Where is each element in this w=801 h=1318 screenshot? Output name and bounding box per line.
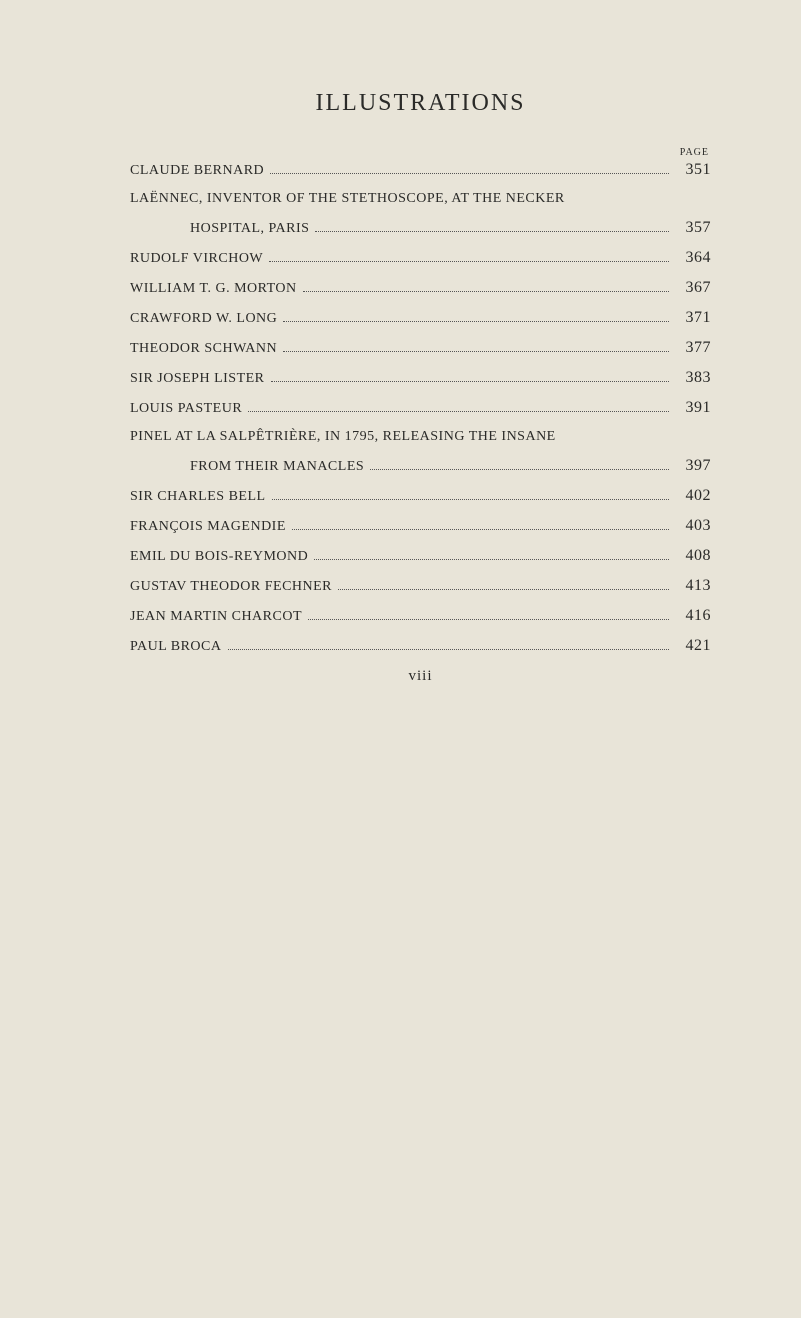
entry-label: CLAUDE BERNARD	[130, 164, 264, 178]
illustration-entry: FROM THEIR MANACLES 397	[130, 458, 711, 474]
illustration-entry: PINEL AT LA SALPÊTRIÈRE, IN 1795, RELEAS…	[130, 430, 711, 444]
illustration-entry: LAËNNEC, INVENTOR OF THE STETHOSCOPE, AT…	[130, 192, 711, 206]
illustration-entry: RUDOLF VIRCHOW 364	[130, 250, 711, 266]
illustration-entry: FRANÇOIS MAGENDIE 403	[130, 518, 711, 534]
page-root: ILLUSTRATIONS PAGE CLAUDE BERNARD 351 LAËN…	[0, 0, 801, 1318]
entry-page-number: 391	[675, 400, 711, 416]
dot-leader	[308, 619, 669, 620]
entry-label: GUSTAV THEODOR FECHNER	[130, 580, 332, 594]
dot-leader	[338, 589, 669, 590]
entry-label: SIR CHARLES BELL	[130, 490, 266, 504]
entry-page-number: 397	[675, 458, 711, 474]
entry-page-number: 416	[675, 608, 711, 624]
dot-leader	[271, 381, 669, 382]
dot-leader	[283, 351, 669, 352]
illustration-entry: WILLIAM T. G. MORTON 367	[130, 280, 711, 296]
entry-label: WILLIAM T. G. MORTON	[130, 282, 297, 296]
entry-label: HOSPITAL, PARIS	[130, 222, 309, 236]
entry-label: JEAN MARTIN CHARCOT	[130, 610, 302, 624]
illustration-entry: JEAN MARTIN CHARCOT 416	[130, 608, 711, 624]
illustration-entry: HOSPITAL, PARIS 357	[130, 220, 711, 236]
dot-leader	[283, 321, 669, 322]
dot-leader	[269, 261, 669, 262]
page-roman-numeral: viii	[130, 668, 711, 685]
dot-leader	[315, 231, 669, 232]
dot-leader	[270, 173, 669, 174]
entry-page-number: 377	[675, 340, 711, 356]
entry-page-number: 408	[675, 548, 711, 564]
illustration-entry: GUSTAV THEODOR FECHNER 413	[130, 578, 711, 594]
entry-page-number: 402	[675, 488, 711, 504]
illustration-entry: CLAUDE BERNARD 351	[130, 162, 711, 178]
entry-label: CRAWFORD W. LONG	[130, 312, 277, 326]
dot-leader	[292, 529, 669, 530]
section-title: ILLUSTRATIONS	[130, 90, 711, 117]
entry-label: THEODOR SCHWANN	[130, 342, 277, 356]
entries-list: CLAUDE BERNARD 351 LAËNNEC, INVENTOR OF TH…	[130, 162, 711, 654]
illustration-entry: CRAWFORD W. LONG 371	[130, 310, 711, 326]
entry-page-number: 367	[675, 280, 711, 296]
entry-label: FRANÇOIS MAGENDIE	[130, 520, 286, 534]
entry-label: EMIL DU BOIS-REYMOND	[130, 550, 308, 564]
entry-label: PAUL BROCA	[130, 640, 222, 654]
dot-leader	[228, 649, 670, 650]
dot-leader	[248, 411, 669, 412]
entry-label: LOUIS PASTEUR	[130, 402, 242, 416]
entry-label: PINEL AT LA SALPÊTRIÈRE, IN 1795, RELEAS…	[130, 430, 556, 444]
dot-leader	[370, 469, 669, 470]
dot-leader	[272, 499, 669, 500]
dot-leader	[303, 291, 669, 292]
illustration-entry: THEODOR SCHWANN 377	[130, 340, 711, 356]
illustration-entry: SIR CHARLES BELL 402	[130, 488, 711, 504]
entry-label: LAËNNEC, INVENTOR OF THE STETHOSCOPE, AT…	[130, 192, 565, 206]
entry-page-number: 364	[675, 250, 711, 266]
entry-page-number: 383	[675, 370, 711, 386]
dot-leader	[314, 559, 669, 560]
entry-page-number: 351	[675, 162, 711, 178]
entry-page-number: 413	[675, 578, 711, 594]
illustration-entry: LOUIS PASTEUR 391	[130, 400, 711, 416]
entry-label: RUDOLF VIRCHOW	[130, 252, 263, 266]
illustration-entry: EMIL DU BOIS-REYMOND 408	[130, 548, 711, 564]
entry-page-number: 403	[675, 518, 711, 534]
page-column-header: PAGE	[130, 147, 711, 158]
entry-label: FROM THEIR MANACLES	[130, 460, 364, 474]
entry-label: SIR JOSEPH LISTER	[130, 372, 265, 386]
entry-page-number: 371	[675, 310, 711, 326]
illustration-entry: SIR JOSEPH LISTER 383	[130, 370, 711, 386]
entry-page-number: 357	[675, 220, 711, 236]
entry-page-number: 421	[675, 638, 711, 654]
illustration-entry: PAUL BROCA 421	[130, 638, 711, 654]
